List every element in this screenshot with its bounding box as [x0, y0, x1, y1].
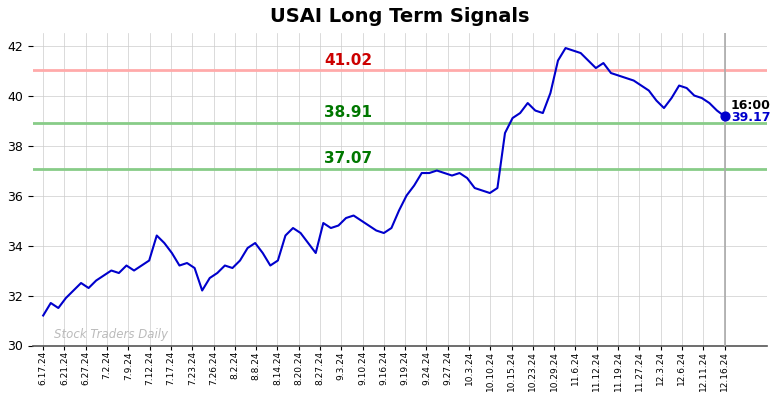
Text: 38.91: 38.91: [325, 105, 372, 120]
Text: 39.17: 39.17: [731, 111, 771, 124]
Text: 41.02: 41.02: [325, 53, 372, 68]
Text: 16:00: 16:00: [731, 99, 771, 111]
Text: Stock Traders Daily: Stock Traders Daily: [54, 328, 168, 341]
Title: USAI Long Term Signals: USAI Long Term Signals: [270, 7, 529, 26]
Point: [718, 113, 731, 119]
Text: 37.07: 37.07: [325, 151, 372, 166]
